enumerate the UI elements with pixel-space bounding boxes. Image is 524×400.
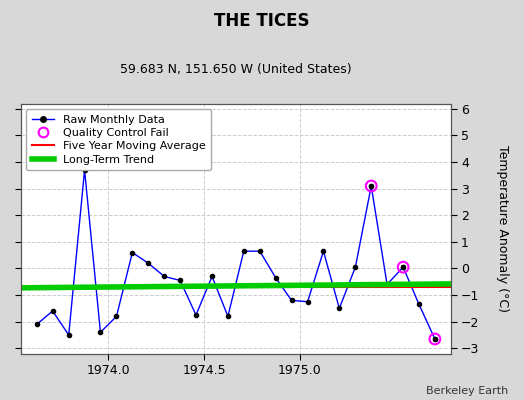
Point — [399, 264, 407, 270]
Point — [431, 336, 439, 342]
Text: THE TICES: THE TICES — [214, 12, 310, 30]
Point — [367, 183, 375, 189]
Text: Berkeley Earth: Berkeley Earth — [426, 386, 508, 396]
Point — [431, 336, 439, 342]
Y-axis label: Temperature Anomaly (°C): Temperature Anomaly (°C) — [496, 145, 509, 312]
Point — [399, 264, 407, 270]
Title: 59.683 N, 151.650 W (United States): 59.683 N, 151.650 W (United States) — [120, 63, 352, 76]
Point — [367, 183, 375, 189]
Legend: Raw Monthly Data, Quality Control Fail, Five Year Moving Average, Long-Term Tren: Raw Monthly Data, Quality Control Fail, … — [26, 109, 211, 170]
